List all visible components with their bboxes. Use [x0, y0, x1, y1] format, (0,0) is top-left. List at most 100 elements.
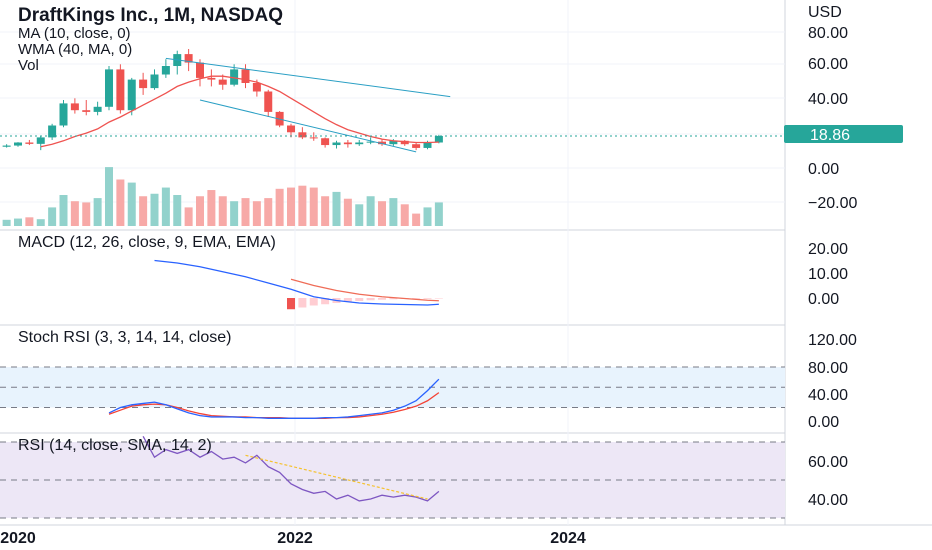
ma-legend[interactable]: MA (10, close, 0)	[18, 25, 131, 42]
volume-bar	[127, 182, 136, 226]
volume-bar	[25, 217, 34, 226]
candle-body	[82, 110, 91, 112]
price-tick-60: 60.00	[808, 56, 848, 73]
volume-bar	[48, 207, 57, 226]
volume-bar	[309, 187, 318, 226]
volume-bar	[36, 219, 45, 226]
volume-bar	[93, 198, 102, 226]
volume-bar	[321, 196, 330, 226]
candle-body	[412, 144, 421, 148]
wma-legend[interactable]: WMA (40, MA, 0)	[18, 41, 132, 58]
volume-bar	[218, 196, 227, 226]
volume-bar	[275, 188, 284, 226]
stoch-rsi-title[interactable]: Stoch RSI (3, 3, 14, 14, close)	[18, 329, 231, 346]
volume-bar	[82, 202, 91, 226]
stoch-rsi-pane	[108, 378, 440, 419]
macd-title[interactable]: MACD (12, 26, close, 9, EMA, EMA)	[18, 234, 276, 251]
stoch-rsi-k-line	[108, 378, 440, 419]
rsi-tick-40: 40.00	[808, 492, 848, 509]
stoch-tick-120: 120.00	[808, 332, 857, 349]
vol-legend[interactable]: Vol	[18, 57, 39, 74]
price-candles	[2, 49, 443, 151]
candle-body	[264, 91, 273, 112]
candle-body	[378, 141, 386, 145]
macd-tick-20: 20.00	[808, 241, 848, 258]
time-label-2020: 2020	[0, 530, 36, 547]
currency-label: USD	[808, 4, 842, 21]
volume-bar	[241, 198, 250, 226]
candle-body	[116, 69, 125, 111]
macd-histogram-bar	[412, 298, 421, 299]
candle-body	[127, 79, 136, 111]
candle-body	[36, 137, 45, 144]
volume-bar	[378, 201, 386, 226]
volume-bar	[343, 198, 352, 226]
macd-histogram-bar	[366, 298, 375, 301]
volume-bar	[355, 204, 364, 226]
volume-bar	[287, 187, 295, 226]
rsi-pane	[142, 435, 440, 502]
last-price-label: 18.86	[810, 127, 850, 144]
macd-histogram-bar	[309, 298, 318, 306]
stoch-tick-40: 40.00	[808, 387, 848, 404]
volume-bar	[196, 196, 204, 226]
candle-body	[59, 103, 68, 126]
volume-bar	[412, 213, 421, 226]
candle-body	[321, 138, 330, 146]
volume-bar	[173, 195, 182, 226]
macd-signal-line	[290, 278, 439, 302]
candle-body	[2, 145, 11, 147]
macd-pane	[154, 259, 443, 310]
candle-body	[287, 125, 295, 133]
candle-body	[207, 77, 216, 80]
candle-body	[355, 142, 364, 145]
candle-body	[423, 142, 432, 148]
candle-body	[14, 142, 22, 146]
trend-channel-line	[165, 57, 451, 98]
macd-histogram-bar	[355, 298, 364, 301]
macd-tick-10: 10.00	[808, 266, 848, 283]
volume-bar	[400, 204, 409, 226]
candle-body	[389, 140, 398, 145]
volume-bar	[230, 201, 239, 226]
moving-average-line	[40, 75, 439, 148]
macd-histogram-bar	[378, 298, 386, 300]
macd-histogram-bar	[321, 298, 330, 305]
candle-body	[343, 142, 352, 145]
last-price-badge	[784, 125, 903, 143]
price-tick-minus-20: −20.00	[808, 195, 857, 212]
candle-body	[48, 125, 57, 138]
macd-histogram-bar	[434, 298, 443, 299]
candle-body	[161, 66, 170, 75]
macd-histogram-bar	[423, 298, 432, 299]
candle-body	[105, 69, 113, 107]
macd-histogram-bar	[343, 298, 352, 302]
candle-body	[230, 69, 239, 85]
candle-body	[298, 132, 307, 138]
candle-body	[218, 79, 227, 85]
time-label-2024: 2024	[550, 530, 586, 547]
price-tick-80: 80.00	[808, 25, 848, 42]
volume-bar	[332, 191, 341, 226]
candle-body	[241, 69, 250, 83]
candle-body	[25, 142, 34, 144]
volume-bar	[150, 193, 159, 226]
volume-bar	[70, 201, 79, 226]
volume-bar	[14, 218, 22, 226]
candle-body	[252, 83, 261, 92]
volume-bar	[423, 207, 432, 226]
candle-body	[150, 74, 159, 89]
rsi-line	[142, 435, 440, 502]
candle-body	[70, 103, 79, 111]
volume-bar	[434, 202, 443, 226]
macd-tick-0: 0.00	[808, 291, 839, 308]
volume-bar	[105, 167, 113, 226]
time-label-2022: 2022	[277, 530, 313, 547]
price-tick-0: 0.00	[808, 161, 839, 178]
candle-body	[93, 106, 102, 112]
macd-line	[154, 259, 439, 306]
rsi-title[interactable]: RSI (14, close, SMA, 14, 2)	[18, 437, 212, 454]
stoch-tick-80: 80.00	[808, 360, 848, 377]
symbol-title[interactable]: DraftKings Inc., 1M, NASDAQ	[18, 5, 283, 26]
macd-histogram-bar	[389, 298, 398, 300]
